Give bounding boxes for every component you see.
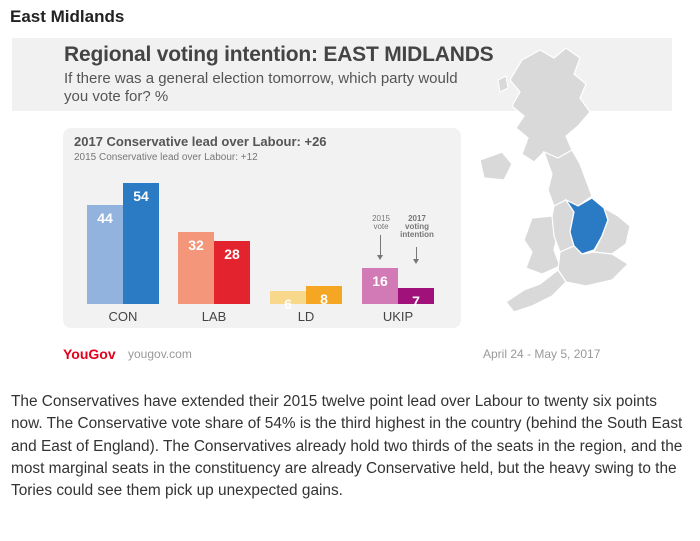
bar-value-label: 16: [372, 273, 388, 289]
bar-ukip-2015: [362, 268, 398, 304]
fieldwork-dates: April 24 - May 5, 2017: [483, 347, 601, 361]
category-label: UKIP: [382, 309, 414, 324]
bar-con-2015: [87, 205, 123, 304]
annotation-2017: 2017 voting intention: [400, 214, 434, 239]
chart-subtitle: If there was a general election tomorrow…: [64, 70, 458, 105]
bar-value-label: 32: [188, 237, 204, 253]
category-label: LAB: [201, 309, 227, 324]
bar-lab-2015: [178, 232, 214, 304]
article-paragraph: The Conservatives have extended their 20…: [11, 393, 683, 500]
lead-2017-label: 2017 Conservative lead over Labour: +26: [74, 134, 327, 149]
uk-map-icon: [479, 47, 631, 313]
annotation-2015-arrow: [380, 235, 381, 255]
bar-lab-2017: [214, 241, 250, 304]
annotation-2017-arrow: [416, 247, 417, 259]
category-label: CON: [108, 309, 138, 324]
bar-value-label: 6: [284, 296, 292, 312]
bar-value-label: 44: [97, 210, 113, 226]
chart-title: Regional voting intention: EAST MIDLANDS: [64, 43, 494, 66]
bar-ld-2015: [270, 291, 306, 304]
category-label: LD: [297, 309, 315, 324]
annotation-2015-arrowhead: [377, 255, 383, 260]
bar-value-label: 28: [224, 246, 240, 262]
bar-con-2017: [123, 183, 159, 304]
bar-ld-2017: [306, 286, 342, 304]
source-site: yougov.com: [128, 347, 192, 361]
annotation-2017-arrowhead: [413, 259, 419, 264]
bar-ukip-2017: [398, 288, 434, 304]
page-heading: East Midlands: [10, 7, 125, 26]
bar-value-label: 8: [320, 291, 328, 307]
annotation-2015: 2015 vote: [372, 214, 390, 231]
bar-value-label: 7: [412, 293, 420, 309]
lead-2015-label: 2015 Conservative lead over Labour: +12: [74, 152, 258, 163]
yougov-logo: YouGov: [63, 346, 116, 362]
bar-value-label: 54: [133, 188, 149, 204]
